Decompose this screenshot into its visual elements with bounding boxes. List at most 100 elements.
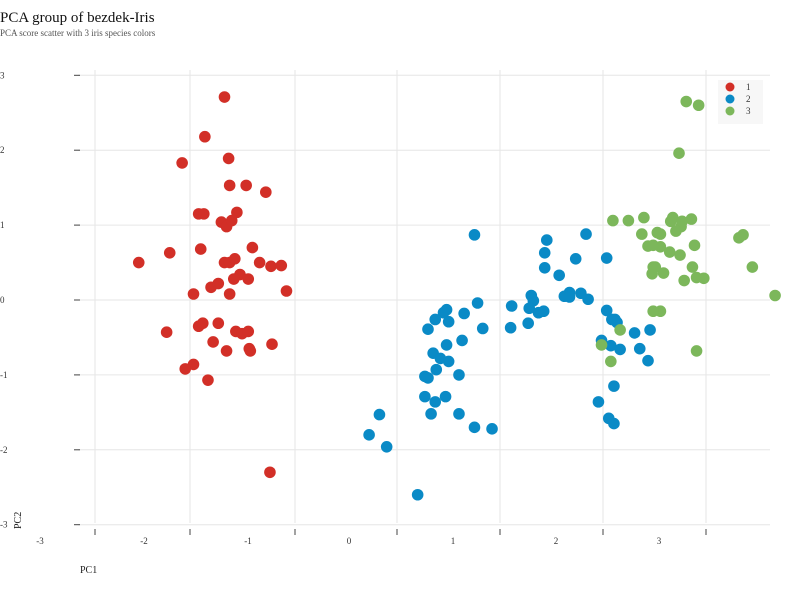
data-point-series-1 bbox=[198, 208, 210, 220]
data-point-series-1 bbox=[222, 152, 235, 165]
data-point-series-2 bbox=[425, 408, 437, 420]
data-point-series-1 bbox=[212, 277, 225, 290]
data-point-series-3 bbox=[638, 211, 650, 224]
legend-label-1: 1 bbox=[746, 82, 751, 92]
data-point-series-3 bbox=[636, 228, 648, 240]
data-point-series-1 bbox=[253, 256, 266, 269]
data-point-series-1 bbox=[240, 179, 252, 192]
data-point-series-1 bbox=[179, 363, 192, 375]
y-axis-title: PC2 bbox=[13, 512, 24, 529]
data-point-series-1 bbox=[231, 206, 243, 219]
data-point-series-1 bbox=[265, 260, 277, 273]
data-point-series-3 bbox=[647, 305, 659, 318]
data-point-series-3 bbox=[663, 246, 676, 258]
data-point-series-2 bbox=[453, 369, 465, 381]
x-tick-label: 1 bbox=[451, 536, 456, 546]
legend-label-2: 2 bbox=[746, 94, 751, 104]
data-point-series-1 bbox=[242, 273, 255, 285]
data-point-series-3 bbox=[605, 355, 617, 368]
data-point-series-2 bbox=[439, 390, 452, 403]
x-axis-title: PC1 bbox=[80, 565, 97, 576]
data-point-series-2 bbox=[456, 334, 468, 347]
data-point-series-1 bbox=[212, 317, 225, 330]
data-point-series-2 bbox=[504, 321, 517, 334]
data-point-series-2 bbox=[569, 253, 582, 265]
data-points bbox=[132, 91, 781, 501]
data-point-series-2 bbox=[486, 423, 498, 435]
data-point-series-2 bbox=[429, 396, 442, 408]
grid-lines bbox=[78, 70, 770, 526]
data-point-series-3 bbox=[622, 214, 635, 227]
data-point-series-1 bbox=[223, 288, 236, 300]
data-point-series-2 bbox=[468, 421, 481, 434]
data-point-series-1 bbox=[246, 241, 259, 254]
data-point-series-1 bbox=[280, 285, 293, 297]
data-point-series-2 bbox=[430, 363, 443, 376]
data-point-series-3 bbox=[769, 289, 781, 302]
data-point-series-2 bbox=[540, 234, 553, 246]
legend-background bbox=[718, 80, 763, 124]
data-point-series-2 bbox=[592, 396, 605, 408]
data-point-series-2 bbox=[429, 313, 442, 326]
data-point-series-3 bbox=[654, 228, 667, 240]
data-point-series-2 bbox=[606, 313, 618, 326]
data-point-series-3 bbox=[657, 267, 670, 279]
chart-subtitle: PCA score scatter with 3 iris species co… bbox=[0, 28, 156, 38]
data-point-series-1 bbox=[160, 326, 173, 339]
data-point-series-2 bbox=[538, 261, 551, 274]
data-point-series-2 bbox=[605, 339, 617, 352]
data-point-series-3 bbox=[674, 249, 686, 261]
data-point-series-2 bbox=[614, 343, 626, 356]
data-point-series-1 bbox=[223, 179, 236, 192]
data-point-series-2 bbox=[380, 441, 393, 453]
data-point-series-1 bbox=[202, 374, 214, 386]
chart-title: PCA group of bezdek-Iris bbox=[0, 10, 155, 26]
data-point-series-2 bbox=[538, 247, 551, 259]
data-point-series-3 bbox=[614, 324, 626, 336]
data-point-series-1 bbox=[196, 317, 209, 330]
data-point-series-1 bbox=[260, 186, 272, 198]
data-point-series-1 bbox=[163, 247, 176, 259]
data-point-series-2 bbox=[537, 305, 550, 318]
data-point-series-2 bbox=[633, 342, 646, 355]
data-point-series-2 bbox=[363, 429, 375, 441]
axis-ticks: -3 -2 -1 0 1 2 3 -3 -2 -1 0 1 2 3 bbox=[0, 70, 707, 546]
data-point-series-2 bbox=[468, 229, 481, 241]
data-point-series-2 bbox=[644, 324, 656, 336]
data-point-series-3 bbox=[698, 272, 710, 285]
data-point-series-2 bbox=[419, 390, 431, 403]
data-point-series-1 bbox=[132, 256, 145, 269]
data-point-series-2 bbox=[523, 302, 536, 315]
data-point-series-1 bbox=[242, 325, 255, 338]
data-point-series-1 bbox=[264, 466, 276, 479]
data-point-series-2 bbox=[476, 322, 489, 335]
data-point-series-2 bbox=[642, 354, 654, 367]
legend[interactable]: 1 2 3 bbox=[718, 80, 763, 124]
data-point-series-3 bbox=[692, 99, 705, 112]
data-point-series-3 bbox=[649, 261, 662, 273]
data-point-series-2 bbox=[580, 228, 592, 240]
data-point-series-1 bbox=[220, 345, 233, 357]
data-point-series-3 bbox=[737, 229, 749, 241]
data-point-series-2 bbox=[411, 488, 424, 501]
y-tick-label: 0 bbox=[0, 295, 5, 305]
data-point-series-2 bbox=[600, 304, 613, 317]
data-point-series-1 bbox=[227, 273, 240, 285]
data-point-series-1 bbox=[218, 91, 231, 103]
data-point-series-2 bbox=[505, 300, 518, 312]
x-tick-label: 2 bbox=[554, 536, 559, 546]
data-point-series-1 bbox=[229, 253, 241, 265]
data-point-series-3 bbox=[680, 95, 693, 108]
data-point-series-2 bbox=[608, 380, 620, 392]
data-point-series-3 bbox=[676, 215, 688, 228]
data-point-series-3 bbox=[667, 211, 679, 224]
data-point-series-1 bbox=[275, 259, 288, 272]
data-point-series-3 bbox=[686, 261, 699, 273]
data-point-series-3 bbox=[647, 239, 659, 252]
data-point-series-2 bbox=[608, 417, 620, 430]
data-point-series-2 bbox=[458, 307, 470, 320]
data-point-series-3 bbox=[607, 214, 619, 227]
y-tick-label: 1 bbox=[0, 220, 5, 230]
x-tick-label: -2 bbox=[140, 536, 148, 546]
x-tick-label: -3 bbox=[36, 536, 44, 546]
